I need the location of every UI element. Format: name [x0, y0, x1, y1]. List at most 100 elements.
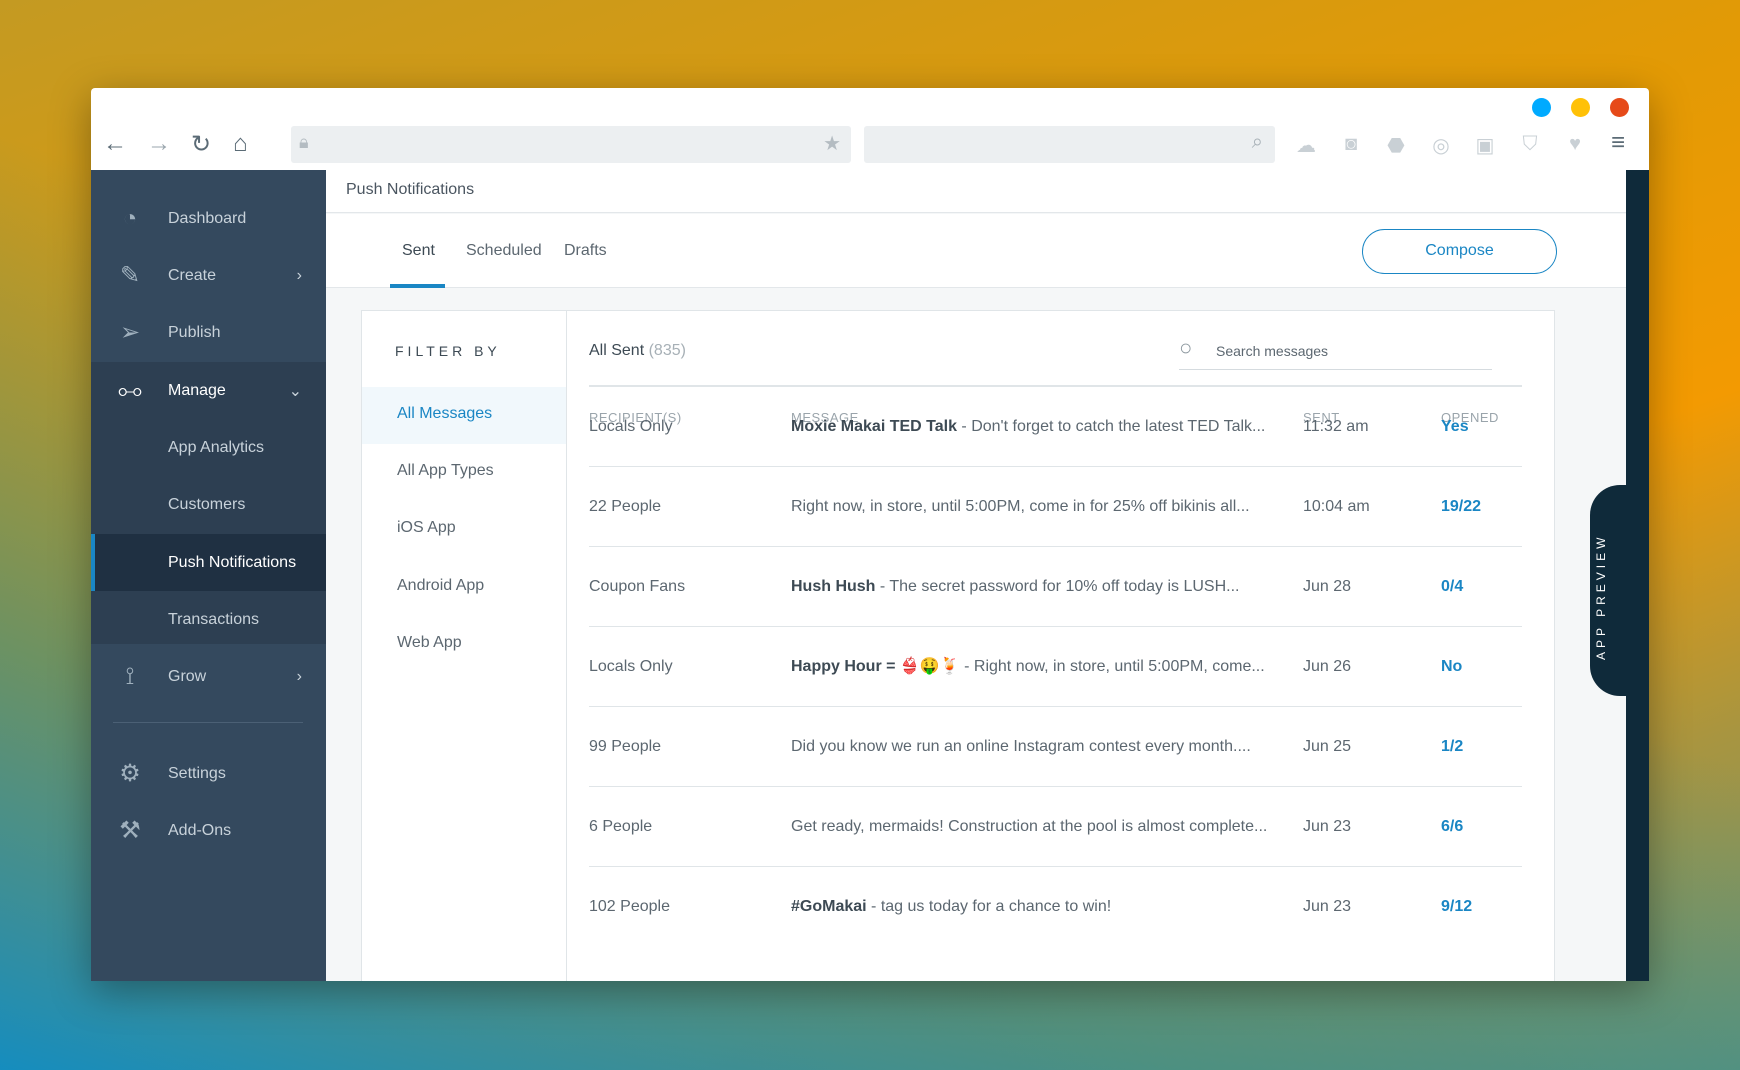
heart-icon[interactable]: ♥	[1569, 133, 1581, 155]
tab-bar: Sent Scheduled Drafts Compose	[326, 214, 1626, 288]
shield-check-icon[interactable]: ⛉	[1522, 133, 1538, 155]
window-dot-yellow[interactable]	[1571, 98, 1590, 117]
window-dot-blue[interactable]	[1532, 98, 1551, 117]
star-icon[interactable]: ★	[823, 133, 841, 155]
row-opened[interactable]: No	[1441, 658, 1463, 675]
page-title: Push Notifications	[326, 170, 1626, 213]
row-recipients: 22 People	[589, 498, 662, 515]
column-recipients[interactable]: RECIPIENT(S)	[589, 410, 682, 425]
sidebar: ◔ Dashboard ✎ Create › ➢ Publish ⧟ Manage ⌄ Ap…	[91, 170, 326, 981]
back-icon[interactable]: ←	[103, 130, 127, 157]
sidebar-item-manage[interactable]: ⧟ Manage ⌄	[91, 362, 326, 419]
sidebar-item-grow[interactable]: ⟟ Grow ›	[91, 648, 326, 705]
row-message-text: - Don't forget to catch the latest TED T…	[956, 418, 1266, 435]
sidebar-item-publish[interactable]: ➢ Publish	[91, 304, 326, 361]
row-message-title: Happy Hour = 👙🤑🍹	[791, 658, 960, 675]
forward-icon[interactable]: →	[147, 130, 171, 157]
sidebar-divider	[113, 722, 303, 723]
sliders-icon: ⧟	[118, 376, 142, 404]
menu-icon[interactable]: ≡	[1610, 129, 1625, 156]
row-opened[interactable]: 0/4	[1441, 578, 1464, 595]
sidebar-item-transactions[interactable]: Transactions	[168, 610, 259, 628]
list-title: All Sent (835)	[589, 342, 686, 360]
home-icon[interactable]: ⌂	[233, 130, 248, 157]
table-row[interactable]: Locals Only Happy Hour = 👙🤑🍹 - Right now…	[589, 626, 1522, 706]
row-recipients: 6 People	[589, 818, 653, 835]
row-recipients: 102 People	[589, 898, 670, 915]
sidebar-item-settings[interactable]: ⚙ Settings	[91, 745, 326, 802]
table-row[interactable]: 102 People #GoMakai - tag us today for a…	[589, 866, 1522, 946]
table-row[interactable]: 99 People Did you know we run an online …	[589, 706, 1522, 786]
sidebar-item-add-ons[interactable]: ⚒ Add-Ons	[91, 802, 326, 859]
gauge-icon: ◔	[122, 204, 138, 232]
row-message-text: Get ready, mermaids! Construction at the…	[791, 818, 1268, 835]
main-content: Push Notifications Sent Scheduled Drafts…	[326, 170, 1626, 981]
pencil-icon: ✎	[119, 262, 141, 289]
filter-android-app[interactable]: Android App	[397, 577, 485, 594]
window-dot-red[interactable]	[1610, 98, 1629, 117]
row-sent: Jun 26	[1303, 658, 1352, 675]
table-row[interactable]: 22 People Right now, in store, until 5:0…	[589, 466, 1522, 546]
row-message-title: #GoMakai	[791, 898, 867, 915]
sidebar-item-customers[interactable]: Customers	[168, 495, 246, 513]
broadcast-icon[interactable]: ◎	[1432, 135, 1450, 157]
table-row[interactable]: Coupon Fans Hush Hush - The secret passw…	[589, 546, 1522, 626]
row-recipients: 99 People	[589, 738, 662, 755]
row-opened[interactable]: Yes	[1441, 418, 1469, 435]
filter-all-app-types[interactable]: All App Types	[397, 462, 494, 479]
row-message-title: Hush Hush	[791, 578, 876, 595]
column-opened[interactable]: OPENED	[1441, 410, 1499, 425]
column-sent[interactable]: SENT	[1303, 410, 1340, 425]
table-row[interactable]: 6 People Get ready, mermaids! Constructi…	[589, 786, 1522, 866]
reload-icon[interactable]: ↻	[191, 131, 212, 158]
row-message: Right now, in store, until 5:00PM, come …	[791, 467, 1286, 547]
table-row[interactable]: Locals Only Moxie Makai TED Talk - Don't…	[589, 386, 1522, 466]
tab-scheduled[interactable]: Scheduled	[466, 242, 542, 259]
cloud-upload-icon[interactable]: ☁	[1296, 135, 1316, 157]
browser-search-bar[interactable]: ⌕	[864, 126, 1275, 163]
row-sent: 10:04 am	[1303, 498, 1370, 515]
camera-icon[interactable]: ◙	[1344, 133, 1358, 155]
alert-icon[interactable]: ⬣	[1387, 135, 1405, 157]
search-icon[interactable]: ⌕	[1251, 131, 1263, 153]
tab-indicator	[390, 284, 445, 288]
app-preview-tab[interactable]: APP PREVIEW	[1590, 485, 1630, 696]
search-messages-input[interactable]: ○ Search messages	[1179, 333, 1492, 370]
address-bar[interactable]: 🔒︎ ★	[291, 126, 851, 163]
search-icon: ○	[1179, 335, 1193, 360]
row-message: Hush Hush - The secret password for 10% …	[791, 547, 1286, 627]
tools-icon: ⚒	[119, 817, 141, 844]
sidebar-item-dashboard[interactable]: ◔ Dashboard	[91, 190, 326, 247]
right-strip	[1626, 170, 1649, 981]
row-message-title: Moxie Makai TED Talk	[791, 418, 957, 435]
briefcase-play-icon[interactable]: ▣	[1475, 135, 1495, 157]
chevron-right-icon: ›	[296, 266, 302, 284]
row-message-text: Right now, in store, until 5:00PM, come …	[791, 498, 1250, 515]
row-opened[interactable]: 9/12	[1441, 898, 1473, 915]
filter-all-messages[interactable]: All Messages	[362, 387, 566, 444]
row-message-text: - The secret password for 10% off today …	[875, 578, 1240, 595]
messages-card: FILTER BY All Messages All App Types iOS…	[361, 310, 1555, 981]
sidebar-item-app-analytics[interactable]: App Analytics	[168, 438, 265, 456]
chevron-right-icon: ›	[296, 667, 302, 685]
search-placeholder: Search messages	[1216, 343, 1329, 359]
column-message[interactable]: MESSAGE	[791, 410, 859, 425]
tab-drafts[interactable]: Drafts	[564, 242, 607, 259]
graph-icon: ⟟	[125, 662, 135, 690]
tab-sent[interactable]: Sent	[402, 242, 435, 259]
filter-ios-app[interactable]: iOS App	[397, 519, 456, 536]
row-message: Did you know we run an online Instagram …	[791, 707, 1286, 787]
compose-button[interactable]: Compose	[1362, 229, 1557, 274]
row-opened[interactable]: 1/2	[1441, 738, 1464, 755]
list-title-text: All Sent	[589, 342, 645, 359]
sidebar-item-push-notifications[interactable]: Push Notifications	[91, 534, 326, 591]
row-sent: Jun 28	[1303, 578, 1352, 595]
row-opened[interactable]: 6/6	[1441, 818, 1464, 835]
row-message-text: - tag us today for a chance to win!	[866, 898, 1112, 915]
row-sent: 11:32 am	[1303, 418, 1369, 435]
row-message: Moxie Makai TED Talk - Don't forget to c…	[791, 387, 1286, 467]
row-opened[interactable]: 19/22	[1441, 498, 1482, 515]
filter-web-app[interactable]: Web App	[397, 634, 462, 651]
sidebar-item-create[interactable]: ✎ Create ›	[91, 247, 326, 304]
lock-icon: 🔒︎	[299, 132, 309, 152]
